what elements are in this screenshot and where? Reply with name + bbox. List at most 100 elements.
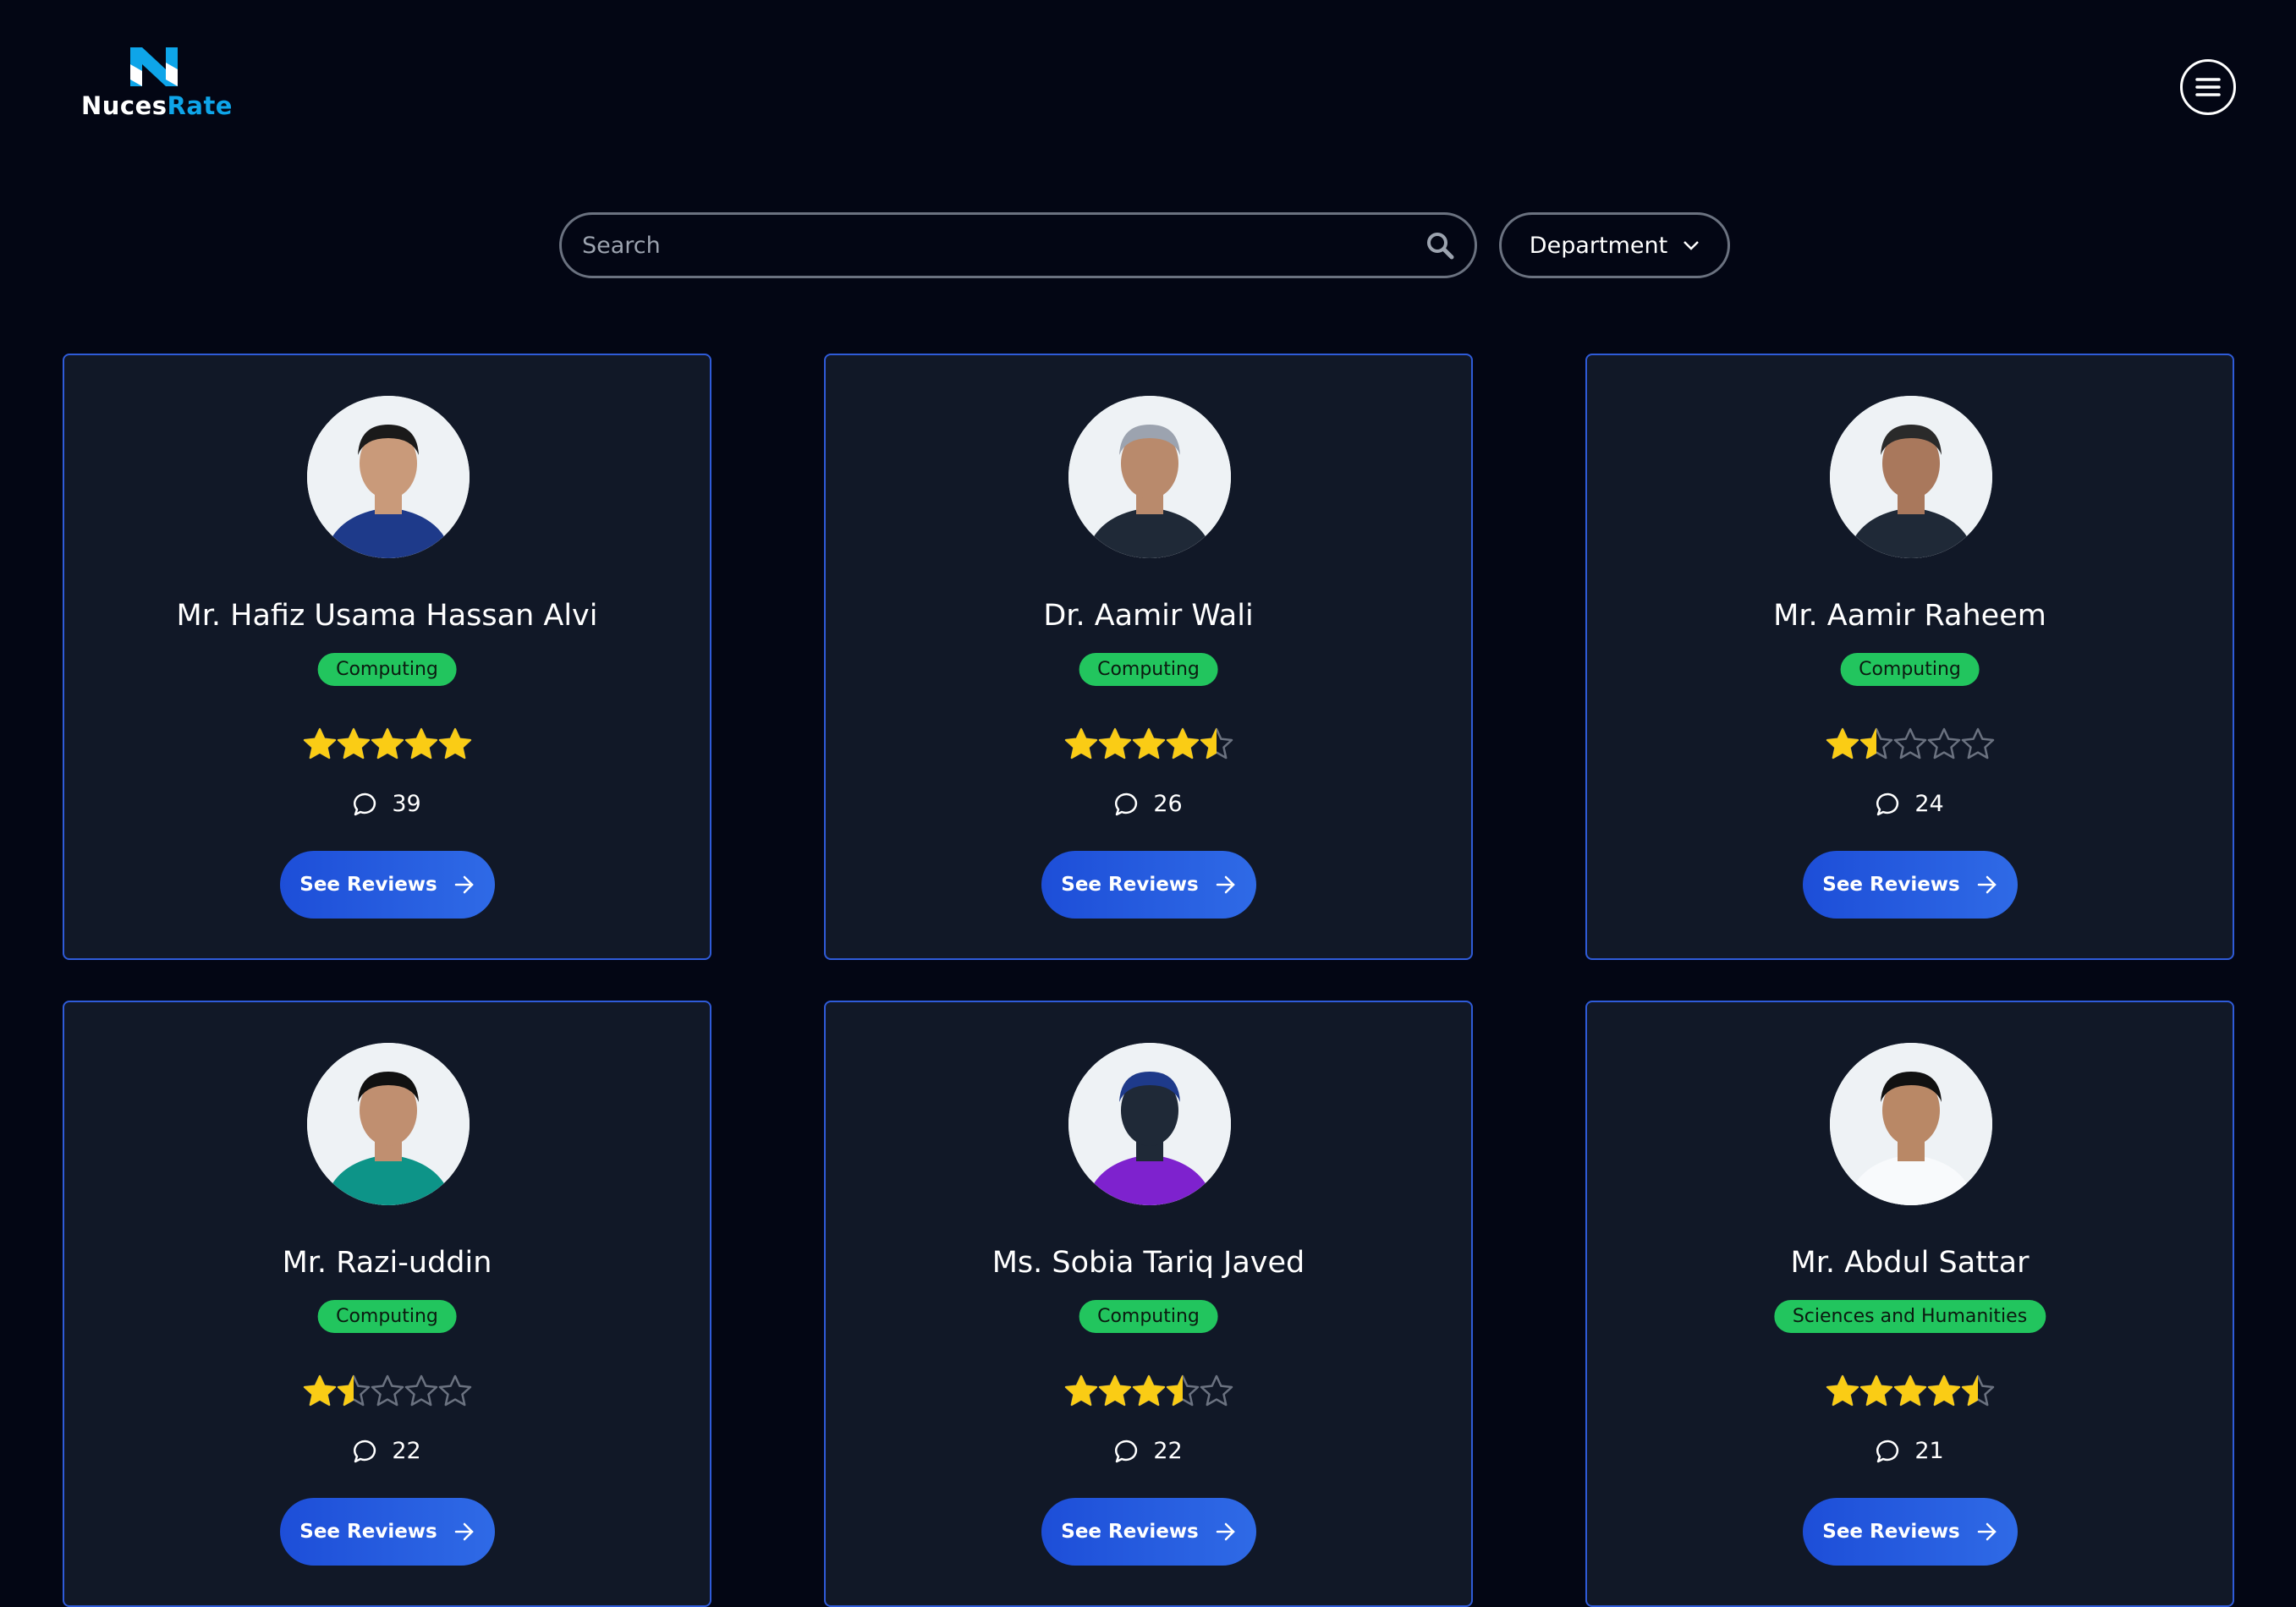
star-icon — [1826, 1374, 1859, 1407]
teacher-card: Ms. Sobia Tariq Javed Computing 22 See R… — [824, 1001, 1473, 1607]
menu-button[interactable] — [2180, 59, 2236, 115]
teacher-name: Mr. Abdul Sattar — [1790, 1246, 2030, 1280]
star-icon — [303, 727, 336, 760]
department-badge: Computing — [317, 653, 457, 686]
star-icon — [1132, 1374, 1165, 1407]
see-reviews-label: See Reviews — [299, 874, 437, 896]
see-reviews-button[interactable]: See Reviews — [279, 1498, 495, 1566]
department-badge: Computing — [1079, 1300, 1218, 1333]
search-input[interactable] — [582, 232, 1425, 259]
star-icon — [1893, 727, 1926, 760]
star-icon — [1166, 1374, 1199, 1407]
comment-icon — [354, 1440, 376, 1462]
arrow-right-icon — [1977, 875, 1997, 894]
star-rating — [64, 1374, 710, 1408]
review-count: 22 — [64, 1438, 710, 1464]
review-count-value: 39 — [392, 791, 421, 817]
star-icon — [1927, 1374, 1960, 1407]
review-count: 26 — [826, 791, 1471, 817]
department-dropdown[interactable]: Department — [1499, 212, 1730, 278]
teacher-name: Mr. Hafiz Usama Hassan Alvi — [176, 599, 598, 633]
star-icon — [1064, 1374, 1097, 1407]
review-count-value: 21 — [1914, 1438, 1944, 1464]
teacher-name: Mr. Aamir Raheem — [1773, 599, 2046, 633]
department-badge: Computing — [1840, 653, 1980, 686]
arrow-right-icon — [454, 1522, 474, 1541]
review-count-value: 22 — [1153, 1438, 1183, 1464]
review-count-value: 26 — [1153, 791, 1183, 817]
avatar — [1068, 396, 1231, 558]
avatar — [1830, 396, 1992, 558]
star-icon — [438, 727, 471, 760]
star-icon — [1200, 727, 1233, 760]
star-rating — [64, 727, 710, 761]
teacher-card: Mr. Hafiz Usama Hassan Alvi Computing 39… — [63, 354, 711, 960]
star-icon — [337, 1374, 370, 1407]
star-rating — [1587, 1374, 2233, 1408]
star-icon — [438, 1374, 471, 1407]
star-icon — [1927, 727, 1960, 760]
star-icon — [1064, 727, 1097, 760]
star-icon — [1826, 727, 1859, 760]
hamburger-menu-icon — [2195, 78, 2221, 96]
comment-icon — [1876, 1440, 1899, 1462]
see-reviews-label: See Reviews — [1822, 1521, 1960, 1543]
arrow-right-icon — [1216, 1522, 1235, 1541]
star-icon — [1859, 1374, 1892, 1407]
star-icon — [371, 1374, 404, 1407]
review-count: 21 — [1587, 1438, 2233, 1464]
see-reviews-button[interactable]: See Reviews — [1802, 851, 2018, 919]
avatar — [1830, 1043, 1992, 1205]
star-icon — [404, 1374, 437, 1407]
department-badge: Sciences and Humanities — [1773, 1300, 2046, 1333]
review-count: 39 — [64, 791, 710, 817]
see-reviews-button[interactable]: See Reviews — [1041, 851, 1256, 919]
see-reviews-button[interactable]: See Reviews — [1802, 1498, 2018, 1566]
star-icon — [404, 727, 437, 760]
star-icon — [1859, 727, 1892, 760]
star-rating — [826, 727, 1471, 761]
teacher-card: Mr. Abdul Sattar Sciences and Humanities… — [1585, 1001, 2234, 1607]
star-icon — [1893, 1374, 1926, 1407]
comment-icon — [1115, 793, 1138, 815]
star-icon — [1200, 1374, 1233, 1407]
arrow-right-icon — [1216, 875, 1235, 894]
teacher-card: Dr. Aamir Wali Computing 26 See Reviews — [824, 354, 1473, 960]
comment-icon — [1115, 1440, 1138, 1462]
see-reviews-button[interactable]: See Reviews — [1041, 1498, 1256, 1566]
star-icon — [1166, 727, 1199, 760]
teacher-card: Mr. Razi-uddin Computing 22 See Reviews — [63, 1001, 711, 1607]
star-icon — [1961, 1374, 1994, 1407]
comment-icon — [1876, 793, 1899, 815]
see-reviews-button[interactable]: See Reviews — [279, 851, 495, 919]
search-icon[interactable] — [1425, 231, 1454, 260]
arrow-right-icon — [454, 875, 474, 894]
review-count-value: 24 — [1914, 791, 1944, 817]
avatar — [307, 1043, 470, 1205]
review-count: 22 — [826, 1438, 1471, 1464]
logo[interactable]: NucesRate — [81, 47, 232, 120]
chevron-down-icon — [1684, 241, 1700, 250]
comment-icon — [354, 793, 376, 815]
teacher-name: Ms. Sobia Tariq Javed — [991, 1246, 1305, 1280]
avatar — [1068, 1043, 1231, 1205]
teacher-name: Dr. Aamir Wali — [1043, 599, 1254, 633]
brand-part1: Nuces — [81, 91, 168, 120]
star-icon — [1961, 727, 1994, 760]
star-icon — [1132, 727, 1165, 760]
brand-name: NucesRate — [81, 91, 232, 120]
department-label: Department — [1529, 232, 1668, 259]
review-count: 24 — [1587, 791, 2233, 817]
star-rating — [826, 1374, 1471, 1408]
teacher-name: Mr. Razi-uddin — [282, 1246, 492, 1280]
arrow-right-icon — [1977, 1522, 1997, 1541]
star-icon — [1098, 1374, 1131, 1407]
see-reviews-label: See Reviews — [1822, 874, 1960, 896]
teacher-card: Mr. Aamir Raheem Computing 24 See Review… — [1585, 354, 2234, 960]
star-icon — [337, 727, 370, 760]
see-reviews-label: See Reviews — [1061, 874, 1199, 896]
n-logo-icon — [130, 47, 178, 86]
see-reviews-label: See Reviews — [1061, 1521, 1199, 1543]
brand-part2: Rate — [167, 91, 233, 120]
department-badge: Computing — [1079, 653, 1218, 686]
